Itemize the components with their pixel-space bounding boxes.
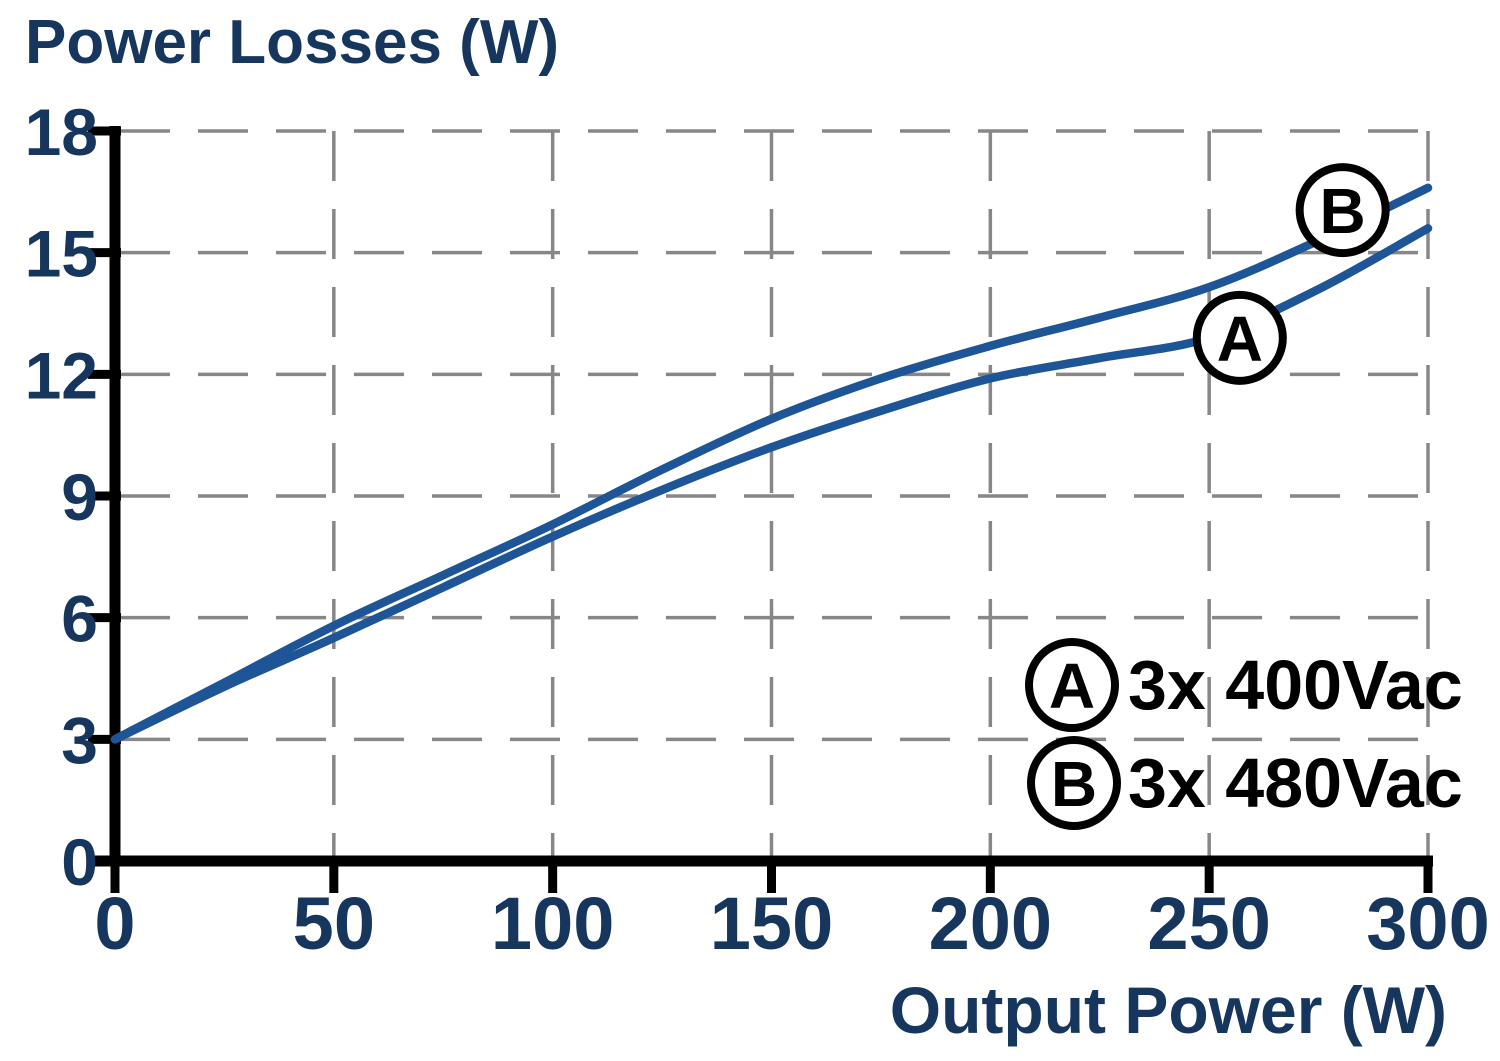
y-tick-label: 9 xyxy=(61,460,98,534)
legend-letter: B xyxy=(1051,748,1097,820)
y-tick-label: 15 xyxy=(25,217,98,291)
x-tick-label: 100 xyxy=(491,882,614,965)
curve-marker-circle xyxy=(1295,163,1390,258)
legend-letter: A xyxy=(1049,650,1095,722)
x-tick-label: 150 xyxy=(710,882,833,965)
y-tick-label: 0 xyxy=(61,825,98,899)
curve-marker-letter: B xyxy=(1320,175,1366,247)
x-tick-label: 300 xyxy=(1366,882,1489,965)
y-tick-label: 6 xyxy=(61,582,98,656)
legend-series-label: 3x 480Vac xyxy=(1128,744,1463,822)
legend-item-b: B 3x 480Vac xyxy=(1027,736,1463,830)
curve-marker-letter: A xyxy=(1217,303,1263,375)
x-tick-label: 50 xyxy=(293,882,375,965)
chart-title: Power Losses (W) xyxy=(25,8,559,77)
x-tick-label: 250 xyxy=(1147,882,1270,965)
y-tick-label: 12 xyxy=(25,338,98,412)
curve-marker-b: B xyxy=(1295,163,1390,258)
tick-labels: 0 3 6 9 12 15 18 0 50 100 150 200 250 300 xyxy=(25,95,1490,965)
x-axis-title: Output Power (W) xyxy=(890,973,1447,1047)
x-tick-label: 200 xyxy=(929,882,1052,965)
legend-circle xyxy=(1025,638,1119,732)
tick-marks xyxy=(88,126,1433,893)
curve-marker-circle xyxy=(1192,290,1287,385)
legend-series-label: 3x 400Vac xyxy=(1128,646,1463,724)
legend-circle xyxy=(1027,736,1121,830)
y-tick-label: 3 xyxy=(61,703,98,777)
legend-item-a: A 3x 400Vac xyxy=(1025,638,1463,732)
curve-label-markers: BA xyxy=(1192,163,1390,385)
y-tick-label: 18 xyxy=(25,95,98,169)
legend: A 3x 400Vac B 3x 480Vac xyxy=(1025,638,1463,830)
curve-b-3x-480vac xyxy=(110,183,1433,744)
curve-marker-a: A xyxy=(1192,290,1287,385)
x-tick-label: 0 xyxy=(94,882,135,965)
gridlines xyxy=(120,129,1430,857)
